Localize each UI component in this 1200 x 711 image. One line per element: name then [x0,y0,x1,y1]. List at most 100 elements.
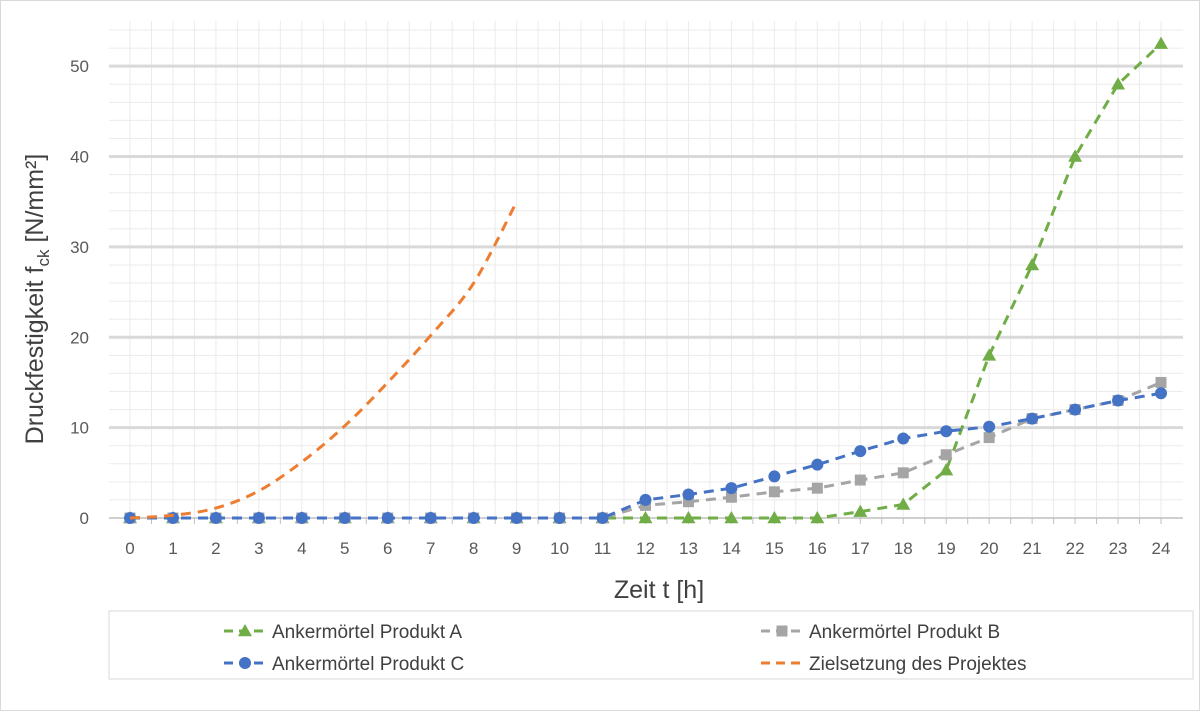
data-point [209,512,222,524]
y-tick-label: 10 [70,419,89,438]
data-point [682,496,694,508]
x-tick-label: 17 [851,539,870,558]
data-point [810,511,825,524]
data-point [1068,149,1083,162]
x-tick-label: 16 [808,539,827,558]
x-tick-label: 19 [937,539,956,558]
series-4 [129,201,518,520]
x-tick-label: 13 [679,539,698,558]
data-point [725,482,738,495]
legend-item: Zielsetzung des Projektes [761,654,1027,675]
y-axis-title-main: Druckfestigkeit f [21,266,49,444]
x-tick-label: 4 [297,539,306,558]
data-point [639,493,652,506]
y-tick-label: 40 [70,148,89,167]
x-tick-label: 12 [636,539,655,558]
data-point [768,470,781,483]
x-tick-label: 20 [980,539,999,558]
data-point [939,463,954,476]
x-tick-label: 24 [1152,539,1171,558]
x-tick-label: 9 [512,539,521,558]
data-point [896,497,911,510]
legend-label: Ankermörtel Produkt A [272,622,462,643]
data-point [467,512,480,524]
data-point [1155,387,1167,400]
data-point [424,512,437,524]
data-point [553,512,566,524]
x-tick-label: 7 [426,539,435,558]
data-point [853,504,868,517]
x-tick-label: 0 [125,539,134,558]
y-axis-ticks: 0 10 20 30 40 50 [70,57,89,528]
data-point [1111,77,1126,90]
legend-item: Ankermörtel Produkt C [224,654,464,675]
y-tick-label: 20 [70,328,89,347]
legend-label: Ankermörtel Produkt B [809,622,1000,643]
data-point [982,348,997,361]
data-point [897,467,909,479]
data-point [510,512,523,524]
data-point [1026,412,1039,425]
data-point [983,432,995,444]
legend-item: Ankermörtel Produkt A [224,622,462,643]
data-point [638,511,653,524]
legend: Ankermörtel Produkt A Ankermörtel Produkt… [224,622,1027,675]
y-tick-label: 50 [70,57,89,76]
x-tick-label: 8 [469,539,478,558]
y-axis-title-unit: [N/mm²] [21,154,49,250]
x-tick-label: 2 [211,539,220,558]
legend-label: Ankermörtel Produkt C [272,654,464,675]
x-tick-label: 18 [894,539,913,558]
data-point [811,458,824,471]
x-axis-title: Zeit t [h] [614,576,704,604]
data-point [854,474,866,486]
data-point [768,486,780,498]
x-tick-label: 5 [340,539,349,558]
y-tick-label: 30 [70,238,89,257]
legend-item: Ankermörtel Produkt B [761,622,1000,643]
x-tick-label: 14 [722,539,741,558]
data-point [252,512,265,524]
legend-marker [238,624,252,637]
data-point [1069,403,1082,416]
data-point [724,511,739,524]
x-tick-label: 15 [765,539,784,558]
grid-lines [109,21,1183,524]
x-tick-label: 3 [254,539,263,558]
data-point [338,512,351,524]
series-line [129,201,518,520]
data-point [1025,257,1040,271]
data-point [811,482,823,494]
data-point [854,445,867,458]
data-point [381,512,394,524]
x-axis-ticks: 0 1 2 3 4 5 6 7 8 9 10 11 12 13 14 15 16 17 18 19 20 21 22 23 24 [125,539,1170,558]
legend-box [108,610,1194,680]
y-axis-title: Druckfestigkeit fck [N/mm²] [21,154,53,445]
data-point [940,449,952,461]
data-point [983,420,996,433]
series-3 [124,387,1167,524]
data-point [681,511,696,524]
data-point [295,512,308,524]
legend-label: Zielsetzung des Projektes [809,654,1027,675]
x-tick-label: 11 [594,539,612,558]
data-point [725,491,737,503]
legend-marker [776,625,788,637]
x-tick-label: 23 [1109,539,1128,558]
data-point [682,488,695,501]
x-tick-label: 10 [550,539,569,558]
x-tick-label: 6 [383,539,392,558]
x-tick-label: 1 [168,539,177,558]
data-point [596,512,609,524]
data-point [767,511,782,524]
legend-marker [239,657,251,669]
data-point [1154,36,1168,49]
data-point [897,432,910,445]
data-series [123,36,1168,524]
y-tick-label: 0 [80,509,89,528]
x-tick-label: 21 [1023,539,1042,558]
data-point [1112,394,1125,407]
data-point [940,425,953,438]
